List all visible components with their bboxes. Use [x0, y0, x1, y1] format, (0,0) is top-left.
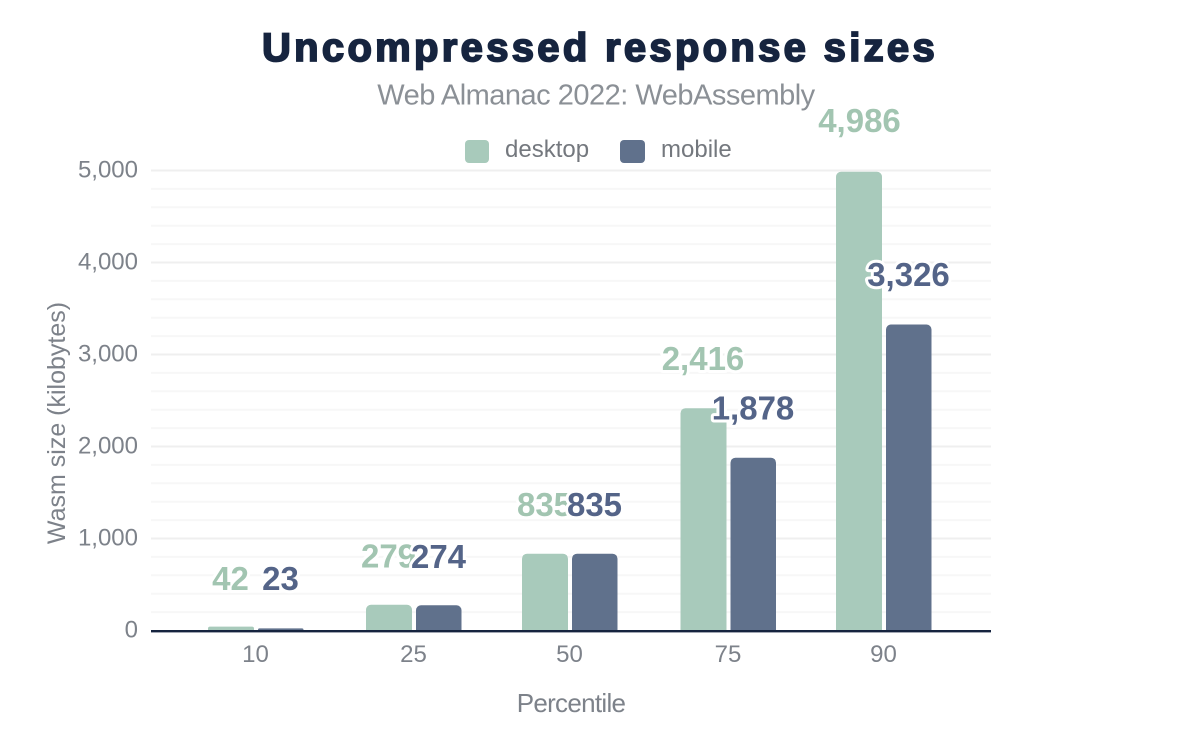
- svg-text:Uncompressed response sizes: Uncompressed response sizes: [262, 26, 938, 70]
- svg-text:42: 42: [212, 560, 249, 597]
- svg-text:274: 274: [411, 538, 467, 575]
- svg-text:23: 23: [262, 560, 299, 597]
- svg-text:279: 279: [361, 538, 416, 575]
- svg-text:3,326: 3,326: [867, 256, 950, 293]
- svg-text:835: 835: [517, 486, 572, 523]
- svg-text:1,000: 1,000: [78, 525, 138, 552]
- svg-text:0: 0: [125, 617, 138, 644]
- svg-text:3,000: 3,000: [78, 341, 138, 368]
- svg-text:25: 25: [400, 641, 427, 668]
- svg-text:Wasm size (kilobytes): Wasm size (kilobytes): [43, 302, 71, 544]
- svg-text:50: 50: [556, 641, 583, 668]
- svg-text:2,000: 2,000: [78, 433, 138, 460]
- svg-text:2,416: 2,416: [662, 340, 745, 377]
- svg-text:mobile: mobile: [661, 136, 732, 163]
- svg-text:Percentile: Percentile: [517, 688, 626, 718]
- svg-text:90: 90: [870, 641, 897, 668]
- svg-text:Web Almanac 2022: WebAssembly: Web Almanac 2022: WebAssembly: [377, 80, 815, 112]
- svg-text:5,000: 5,000: [78, 157, 138, 184]
- svg-text:1,878: 1,878: [712, 390, 795, 427]
- svg-text:75: 75: [715, 641, 742, 668]
- svg-text:10: 10: [242, 641, 269, 668]
- svg-text:4,000: 4,000: [78, 249, 138, 276]
- svg-text:4,986: 4,986: [818, 102, 901, 139]
- svg-text:835: 835: [567, 486, 622, 523]
- svg-text:desktop: desktop: [505, 136, 589, 163]
